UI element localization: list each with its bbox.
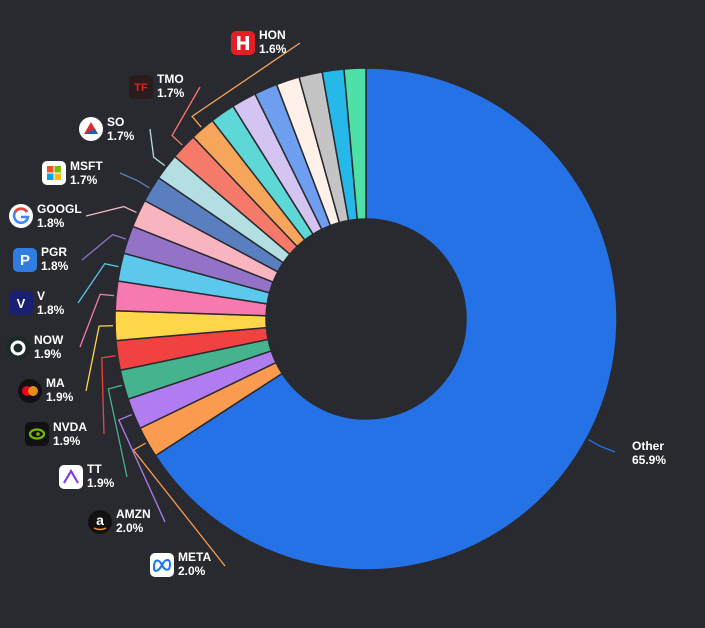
slice-value-now: 1.9% <box>34 347 62 361</box>
pgr-logo-icon: P <box>13 248 37 272</box>
leader-line-amzn <box>117 414 166 523</box>
svg-text:a: a <box>96 512 104 528</box>
so-logo-icon <box>79 117 103 141</box>
leader-line-tt <box>107 384 128 478</box>
slice-label-ma: MA <box>46 376 65 390</box>
now-logo-icon <box>6 336 30 360</box>
slice-label-so: SO <box>107 115 124 129</box>
v-logo-icon: V <box>9 291 33 315</box>
slice-other[interactable] <box>154 67 618 571</box>
amzn-logo-icon: a <box>88 510 112 534</box>
slice-label-amzn: AMZN <box>116 507 151 521</box>
slice-value-pgr: 1.8% <box>41 259 69 273</box>
slice-value-ma: 1.9% <box>46 390 74 404</box>
nvda-logo-icon <box>25 422 49 446</box>
slice-21[interactable] <box>343 67 367 221</box>
tmo-logo-icon: TF <box>129 75 153 99</box>
slice-value-tmo: 1.7% <box>157 86 185 100</box>
donut-slices <box>114 67 618 571</box>
leader-line-meta <box>132 442 226 567</box>
slice-value-nvda: 1.9% <box>53 434 81 448</box>
slice-label-googl: GOOGL <box>37 202 82 216</box>
slice-value-msft: 1.7% <box>70 173 98 187</box>
slice-value-other: 65.9% <box>632 453 666 467</box>
leader-line-now <box>79 293 115 348</box>
leader-line-nvda <box>101 355 116 435</box>
svg-text:TF: TF <box>134 82 148 94</box>
leader-line-other <box>588 439 616 453</box>
slice-label-tt: TT <box>87 462 102 476</box>
slice-label-msft: MSFT <box>70 159 103 173</box>
slice-value-tt: 1.9% <box>87 476 115 490</box>
leader-line-hon <box>191 42 301 128</box>
slice-label-v: V <box>37 289 45 303</box>
leader-line-pgr <box>81 233 127 261</box>
slice-value-amzn: 2.0% <box>116 521 144 535</box>
leader-line-googl <box>85 205 137 217</box>
slice-value-so: 1.7% <box>107 129 135 143</box>
slice-label-nvda: NVDA <box>53 420 87 434</box>
slice-label-other: Other <box>632 439 664 453</box>
leader-line-tmo <box>171 86 201 146</box>
ma-logo-icon <box>18 379 42 403</box>
hon-logo-icon <box>231 31 255 55</box>
slice-value-hon: 1.6% <box>259 42 287 56</box>
svg-text:V: V <box>17 296 26 311</box>
slice-label-hon: HON <box>259 28 286 42</box>
slice-label-meta: META <box>178 550 211 564</box>
leader-line-ma <box>85 325 114 392</box>
leader-line-msft <box>119 172 150 189</box>
leader-line-v <box>77 262 119 304</box>
slice-label-tmo: TMO <box>157 72 184 86</box>
googl-logo-icon <box>9 204 33 228</box>
slice-label-now: NOW <box>34 333 64 347</box>
slice-value-meta: 2.0% <box>178 564 206 578</box>
tt-logo-icon <box>59 465 83 489</box>
svg-text:P: P <box>20 252 30 269</box>
slice-value-googl: 1.8% <box>37 216 65 230</box>
leader-line-so <box>149 128 166 167</box>
meta-logo-icon <box>150 553 174 577</box>
slice-value-v: 1.8% <box>37 303 65 317</box>
msft-logo-icon <box>42 161 66 185</box>
slice-label-pgr: PGR <box>41 245 67 259</box>
